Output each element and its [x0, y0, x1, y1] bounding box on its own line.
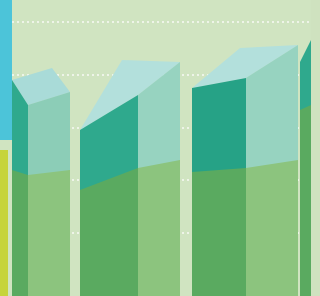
- bar-shape: [12, 68, 70, 296]
- edge-strip-blue: [0, 0, 12, 140]
- edge-strip-yellow: [0, 150, 8, 296]
- bar-left-base: [12, 170, 28, 296]
- bar-shape: [192, 45, 298, 296]
- bar-left-base: [192, 168, 246, 296]
- bar-right-base: [246, 160, 298, 296]
- bar-shape: [300, 40, 311, 296]
- bar-left-base: [300, 105, 311, 296]
- illustration: [0, 0, 311, 296]
- bar-left-base: [80, 168, 138, 296]
- bar-right-base: [28, 170, 70, 296]
- bar-right-base: [138, 160, 180, 296]
